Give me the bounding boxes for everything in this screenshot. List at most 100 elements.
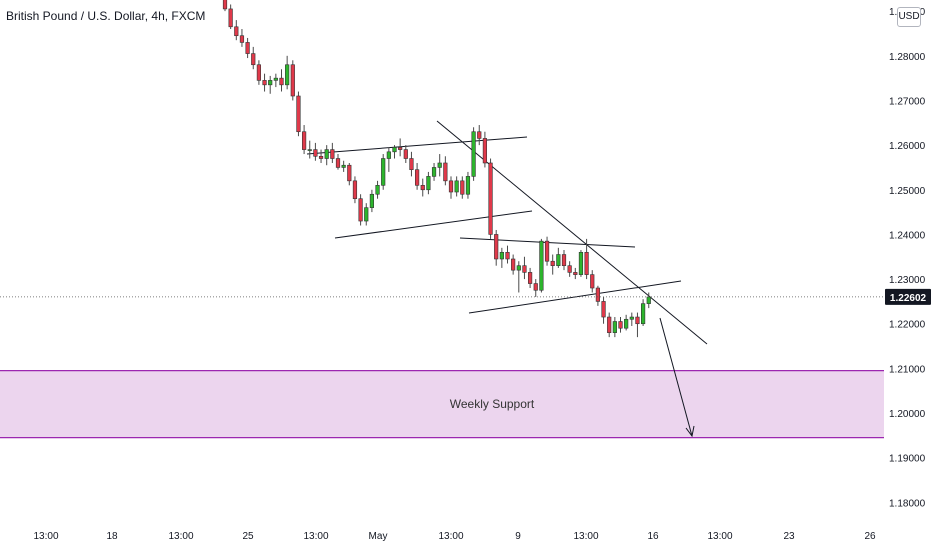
candle-body [324, 149, 329, 159]
candle-body [251, 53, 256, 66]
candle [482, 131, 488, 168]
x-tick-label: 18 [106, 531, 118, 542]
candle [245, 37, 250, 59]
support-zone [0, 370, 884, 438]
candle [567, 261, 572, 277]
candle-body [239, 35, 245, 43]
candle [505, 245, 510, 264]
candle [268, 75, 273, 94]
candle-body [511, 258, 516, 271]
y-tick-label: 1.23000 [889, 275, 926, 286]
y-tick-label: 1.19000 [889, 454, 926, 465]
candle-body [262, 80, 267, 86]
candle-body [618, 321, 623, 329]
candle-body [279, 77, 284, 86]
candle [420, 178, 425, 197]
candle-body [256, 64, 262, 81]
trendline-5 [468, 280, 682, 314]
candle-body [290, 64, 295, 97]
candle [324, 145, 329, 166]
candle [222, 0, 228, 12]
candle [358, 194, 363, 226]
candle-body [268, 80, 273, 86]
candle-body [364, 207, 369, 222]
candle-body [318, 155, 324, 159]
candle [330, 142, 335, 163]
candle-body [640, 303, 646, 325]
candle [471, 127, 476, 181]
candle-body [505, 251, 510, 260]
x-tick-label: 13:00 [438, 531, 463, 542]
current-price-box [885, 288, 931, 305]
y-tick-label: 1.24000 [889, 230, 926, 241]
candle-body [516, 265, 521, 271]
candle-body [381, 158, 386, 186]
y-tick-label: 1.18000 [889, 498, 926, 509]
candle [516, 261, 521, 293]
candle [533, 279, 538, 297]
candle [640, 299, 646, 326]
candle-body [454, 180, 459, 193]
y-tick-label: 1.27000 [889, 96, 926, 107]
candle [228, 4, 233, 30]
candle [335, 154, 341, 170]
candle [318, 149, 324, 163]
candle [584, 238, 589, 280]
candle [364, 203, 369, 226]
candle [414, 162, 420, 190]
candle [465, 171, 471, 199]
candle [369, 189, 375, 213]
trendline-2 [334, 210, 533, 239]
candle-body [352, 180, 358, 200]
candle-body [375, 185, 380, 195]
candle-body [313, 149, 318, 157]
projection-arrow-head [685, 425, 695, 438]
candle-body [629, 316, 634, 320]
candle-body [285, 64, 290, 86]
candle-body [426, 176, 431, 191]
candle-body [465, 176, 471, 195]
candle-body [595, 287, 600, 302]
candle-body [544, 240, 550, 262]
support-zone-label: Weekly Support [450, 397, 535, 411]
time-axis: 13:00 18 13:00 25 13:00 May 13:00 9 13:00 16 13:00… [33, 531, 876, 542]
candle [443, 156, 448, 186]
candle [307, 140, 312, 159]
candle [285, 55, 290, 90]
candle [352, 176, 358, 204]
candle-body [482, 138, 488, 164]
candle-body [403, 149, 408, 159]
x-tick-label: 9 [515, 531, 521, 542]
candle [573, 267, 578, 280]
candle [403, 145, 408, 163]
candles-layer [222, 0, 651, 338]
candle [635, 312, 640, 338]
candle [561, 250, 567, 271]
currency-button[interactable]: USD [897, 7, 921, 27]
trendline-3 [436, 120, 708, 345]
candle-body [573, 272, 578, 275]
x-tick-label: 16 [647, 531, 659, 542]
x-tick-label: May [369, 531, 388, 542]
candle [296, 91, 301, 137]
candle [347, 162, 352, 186]
candle-body [420, 185, 425, 191]
candle [454, 176, 459, 197]
y-tick-label: 1.26000 [889, 141, 926, 152]
candle-body [358, 198, 363, 222]
candle-body [330, 149, 335, 159]
price-axis: 1.290001.280001.270001.260001.250001.240… [889, 7, 926, 509]
candle [239, 29, 245, 47]
candle [460, 176, 465, 199]
x-tick-label: 13:00 [573, 531, 598, 542]
trendline-1 [306, 136, 528, 155]
candle [386, 147, 391, 172]
y-tick-label: 1.21000 [889, 364, 926, 375]
candle-body [499, 251, 504, 260]
candle-body [301, 131, 307, 150]
candle-body [369, 193, 375, 208]
candle-body [533, 283, 538, 291]
candle [556, 247, 561, 268]
